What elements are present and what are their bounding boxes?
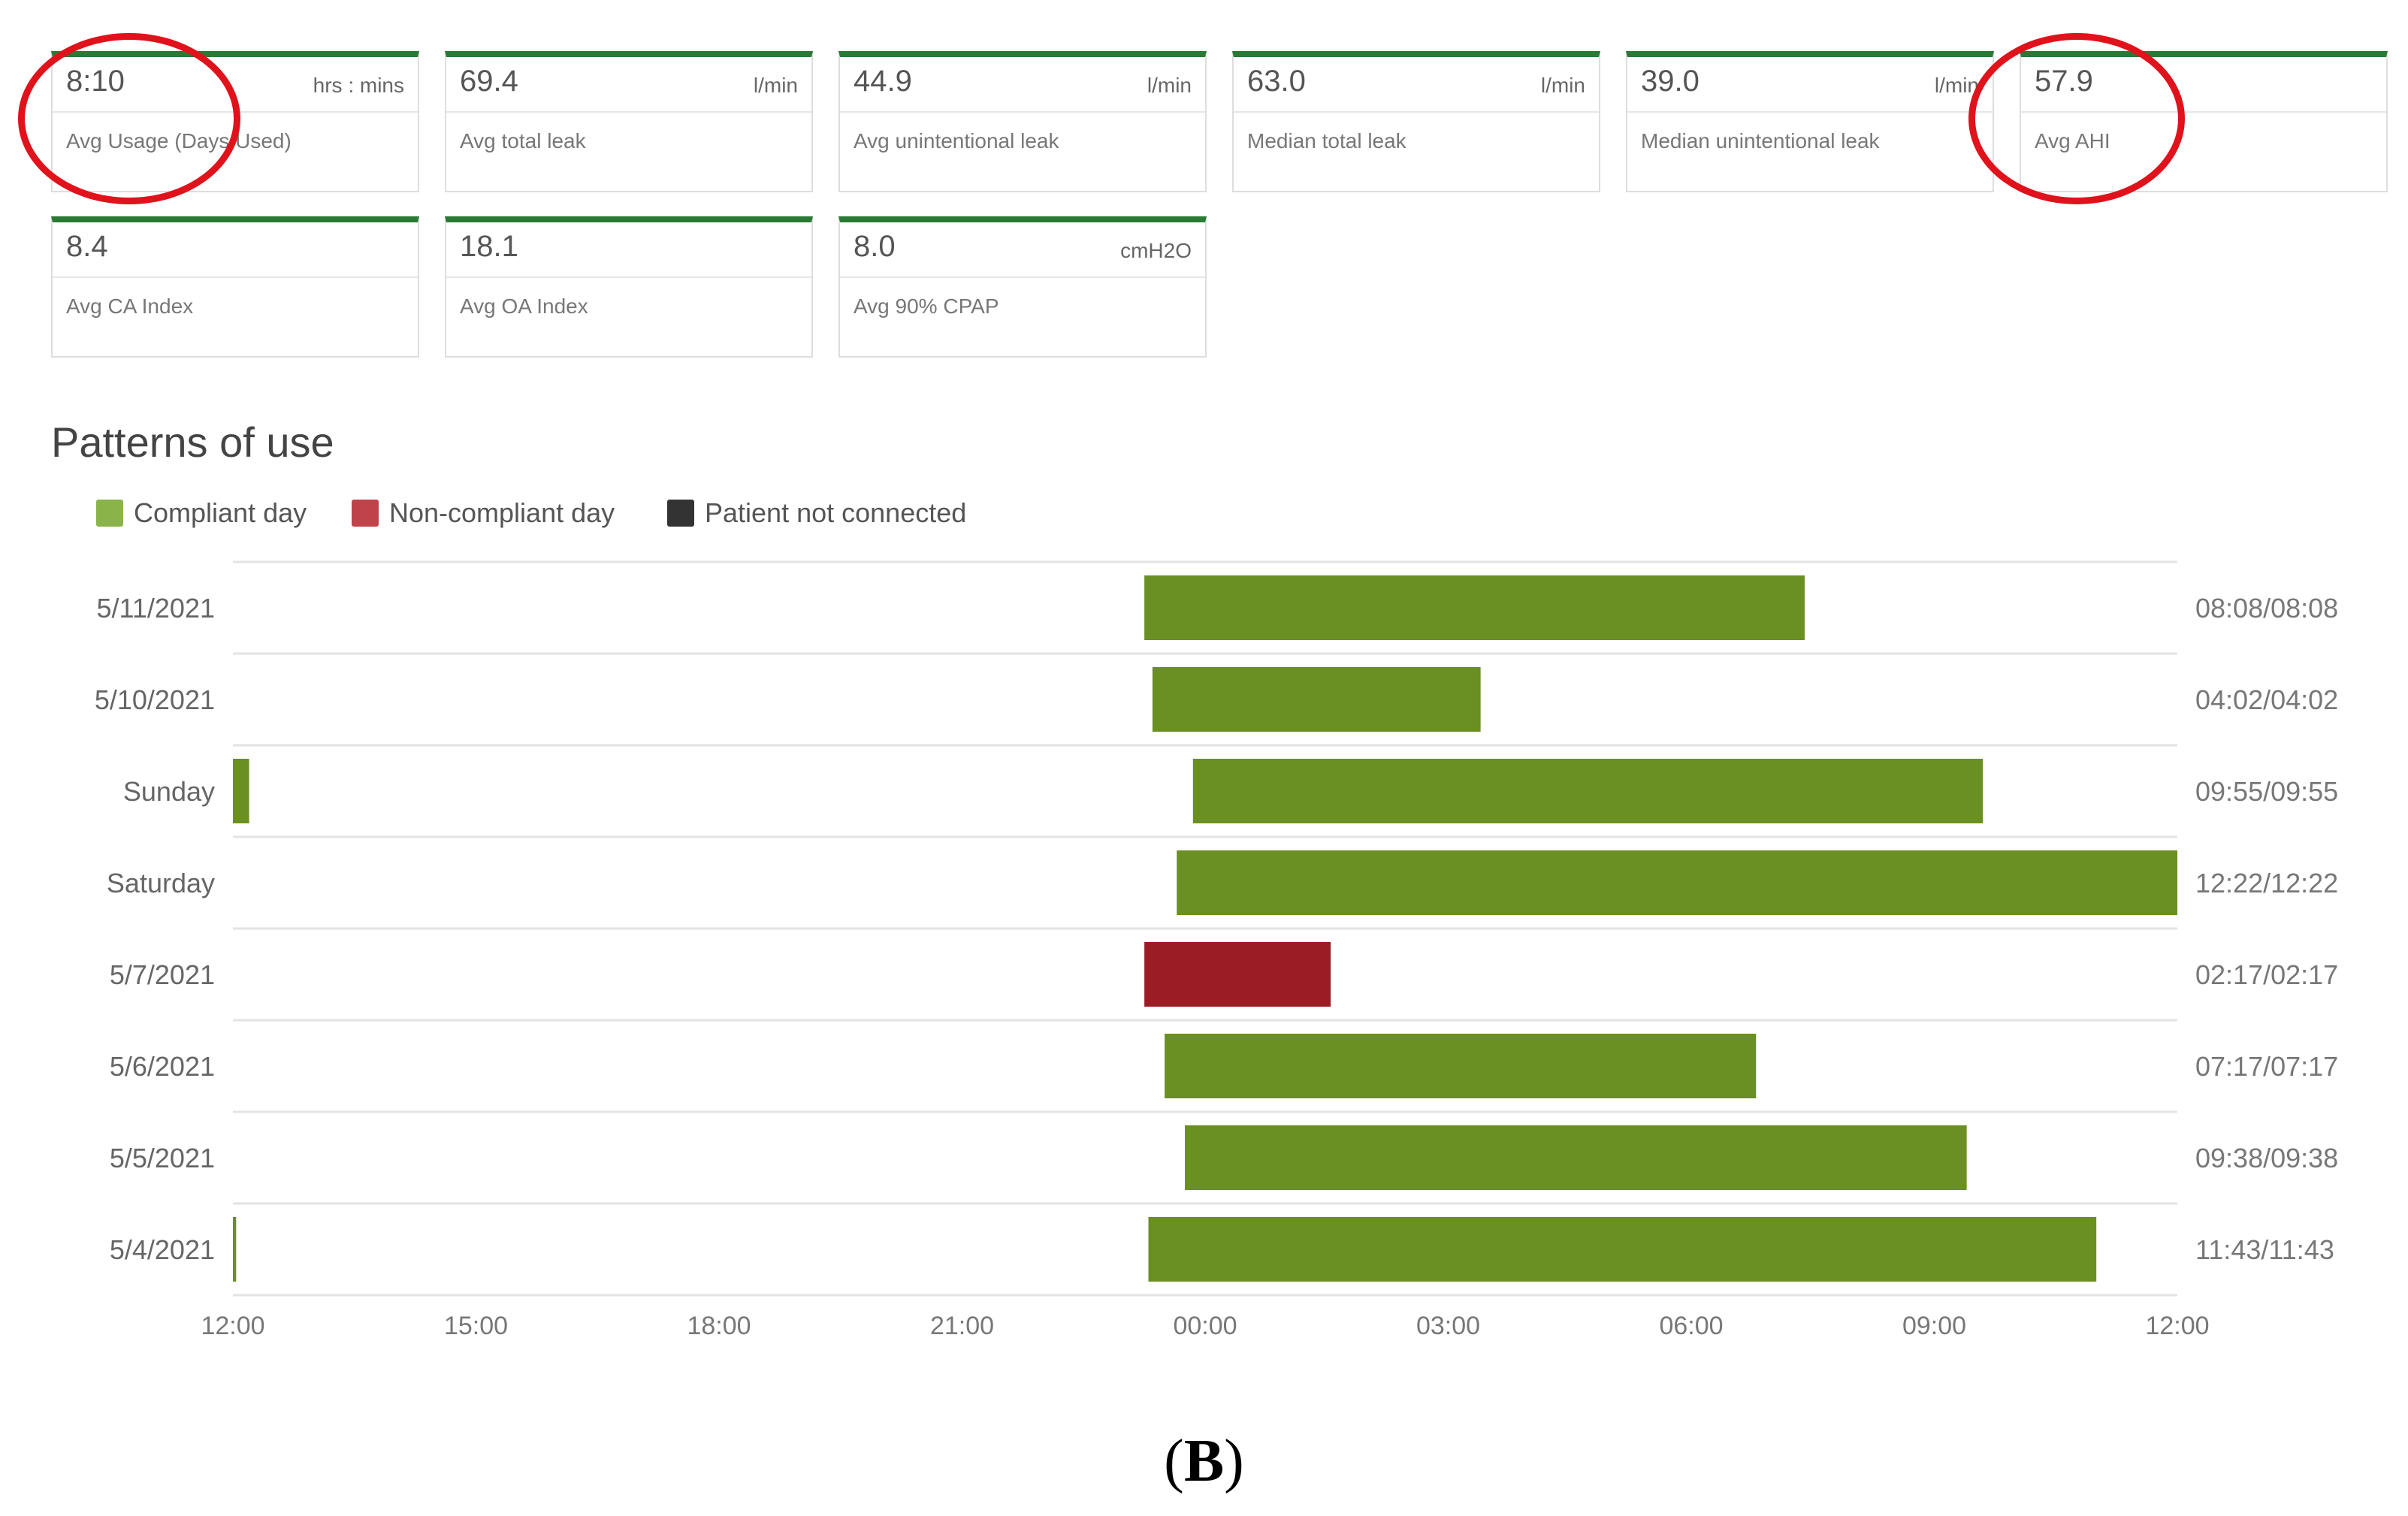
metric-card-median-total-leak: 63.0 l/min Median total leak xyxy=(1232,51,1600,192)
row-total: 12:22/12:22 xyxy=(2195,868,2338,898)
metric-label: Median total leak xyxy=(1247,129,1406,153)
row-total: 11:43/11:43 xyxy=(2195,1234,2334,1265)
highlight-circle-avg-usage xyxy=(18,33,240,204)
legend-compliant: Compliant day xyxy=(96,496,307,530)
metric-label: Avg 90% CPAP xyxy=(854,294,999,318)
metric-label: Avg CA Index xyxy=(66,294,194,318)
row-total: 04:02/04:02 xyxy=(2195,684,2338,715)
metric-unit: l/min xyxy=(1540,74,1585,97)
legend-label: Compliant day xyxy=(134,497,307,528)
x-tick-label: 00:00 xyxy=(1173,1312,1237,1340)
row-label: 5/5/2021 xyxy=(110,1143,215,1173)
patterns-of-use-chart: 5/11/2021 08:08/08:08 5/10/2021 04:02/04:02… xyxy=(95,560,2338,1340)
metric-value: 44.9 xyxy=(854,65,912,98)
row-label: Sunday xyxy=(123,776,215,807)
row-label: 5/4/2021 xyxy=(110,1234,215,1265)
metric-card-avg-unintentional-leak: 44.9 l/min Avg unintentional leak xyxy=(838,51,1207,192)
x-tick-label: 12:00 xyxy=(201,1312,264,1340)
x-tick-label: 12:00 xyxy=(2145,1312,2209,1340)
patterns-of-use-title: Patterns of use xyxy=(51,418,334,466)
usage-bar-compliant xyxy=(1185,1125,1967,1190)
metric-value: 8.4 xyxy=(66,230,108,263)
metric-card-median-unintentional-leak: 39.0 l/min Median unintentional leak xyxy=(1626,51,1994,192)
usage-bar-compliant xyxy=(1148,1217,2097,1282)
metric-card-avg-oa-index: 18.1 Avg OA Index xyxy=(445,216,813,358)
row-label: 5/10/2021 xyxy=(95,684,215,715)
usage-bar-compliant xyxy=(1165,1034,1757,1098)
row-label: Saturday xyxy=(107,868,215,898)
x-tick-label: 15:00 xyxy=(444,1312,508,1340)
metric-unit: l/min xyxy=(753,74,798,97)
metric-card-avg-total-leak: 69.4 l/min Avg total leak xyxy=(445,51,813,192)
highlight-circle-avg-ahi xyxy=(1968,33,2185,204)
figure-caption: (B) xyxy=(0,1427,2408,1496)
metric-unit: l/min xyxy=(1147,74,1192,97)
legend-noncompliant: Non-compliant day xyxy=(352,496,615,530)
metric-label: Median unintentional leak xyxy=(1641,129,1880,153)
x-tick-label: 03:00 xyxy=(1416,1312,1480,1340)
usage-bar-compliant xyxy=(1152,667,1481,732)
usage-bar-compliant xyxy=(1192,759,1984,823)
usage-bar-compliant xyxy=(1177,850,2177,915)
usage-bar-compliant xyxy=(1144,575,1805,640)
x-tick-label: 09:00 xyxy=(1902,1312,1966,1340)
row-total: 07:17/07:17 xyxy=(2195,1051,2338,1082)
metric-unit: hrs : mins xyxy=(313,74,404,97)
legend-swatch-noncompliant xyxy=(352,500,379,527)
row-label: 5/7/2021 xyxy=(110,959,215,990)
metric-card-avg-ca-index: 8.4 Avg CA Index xyxy=(51,216,419,358)
usage-bar-compliant xyxy=(233,1217,237,1282)
metric-value: 39.0 xyxy=(1641,65,1699,98)
metric-card-avg-90-cpap: 8.0 cmH2O Avg 90% CPAP xyxy=(838,216,1207,358)
metric-label: Avg OA Index xyxy=(460,294,588,318)
x-tick-label: 21:00 xyxy=(930,1312,994,1340)
x-tick-label: 18:00 xyxy=(687,1312,751,1340)
row-total: 02:17/02:17 xyxy=(2195,959,2338,990)
metric-unit: l/min xyxy=(1934,74,1979,97)
caption-paren-close: ) xyxy=(1224,1428,1244,1494)
legend-swatch-not-connected xyxy=(667,500,694,527)
legend-not-connected: Patient not connected xyxy=(667,496,966,530)
legend-label: Non-compliant day xyxy=(389,497,615,528)
x-tick-label: 06:00 xyxy=(1659,1312,1723,1340)
metric-value: 18.1 xyxy=(460,230,518,263)
legend-swatch-compliant xyxy=(96,500,123,527)
metric-value: 63.0 xyxy=(1247,65,1306,98)
row-total: 08:08/08:08 xyxy=(2195,593,2338,624)
metric-value: 69.4 xyxy=(460,65,518,98)
row-label: 5/6/2021 xyxy=(110,1051,215,1082)
row-total: 09:55/09:55 xyxy=(2195,776,2338,807)
usage-bar-noncompliant xyxy=(1144,942,1331,1007)
metric-value: 8.0 xyxy=(854,230,896,263)
usage-bar-compliant xyxy=(233,759,249,823)
caption-letter: B xyxy=(1183,1428,1225,1494)
metric-label: Avg total leak xyxy=(460,129,586,153)
legend-label: Patient not connected xyxy=(705,497,967,528)
row-label: 5/11/2021 xyxy=(97,593,215,624)
metric-label: Avg unintentional leak xyxy=(854,129,1059,153)
caption-paren-open: ( xyxy=(1164,1428,1184,1494)
metric-unit: cmH2O xyxy=(1120,239,1192,262)
row-total: 09:38/09:38 xyxy=(2195,1143,2338,1173)
